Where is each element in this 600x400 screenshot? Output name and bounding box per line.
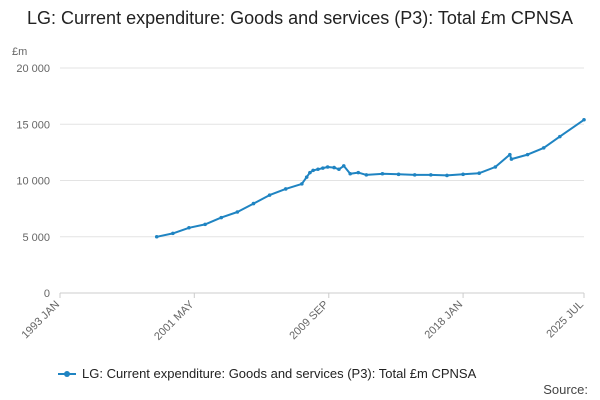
- data-point: [509, 157, 514, 161]
- data-point: [508, 152, 512, 157]
- axes: 0 5 000 10 000 15 000 20 000 1993 JAN 2001 MAY…: [16, 63, 586, 343]
- data-point: [493, 165, 498, 169]
- x-tick-label: 1993 JAN: [19, 299, 62, 342]
- x-tick-label: 2001 MAY: [152, 298, 197, 343]
- data-point: [283, 187, 288, 191]
- y-tick-label: 20 000: [16, 63, 50, 75]
- data-point: [356, 170, 361, 175]
- data-point: [187, 225, 191, 230]
- data-point: [300, 182, 304, 186]
- x-tick-label: 2025 JUL: [544, 299, 586, 341]
- data-point: [219, 215, 224, 220]
- data-point: [251, 201, 256, 206]
- chart-title: LG: Current expenditure: Goods and servi…: [27, 8, 573, 28]
- y-tick-label: 0: [44, 288, 50, 300]
- data-point: [325, 165, 330, 169]
- data-point: [267, 193, 272, 197]
- y-axis-unit-label: £m: [12, 46, 28, 58]
- data-point: [412, 173, 417, 177]
- legend[interactable]: LG: Current expenditure: Goods and servi…: [58, 366, 476, 381]
- y-tick-label: 15 000: [16, 119, 50, 131]
- gridlines: [60, 67, 584, 294]
- source-label: Source:: [543, 382, 588, 397]
- y-tick-label: 5 000: [22, 232, 50, 244]
- data-point: [235, 210, 240, 214]
- data-point: [558, 134, 562, 139]
- series-layer: [154, 117, 586, 239]
- data-point: [477, 171, 482, 175]
- data-point: [311, 168, 315, 173]
- series-line: [156, 118, 585, 238]
- data-point: [525, 152, 530, 157]
- data-point: [304, 175, 309, 179]
- y-tick-label: 10 000: [16, 176, 50, 188]
- data-point: [445, 173, 449, 178]
- data-point: [429, 173, 433, 177]
- x-tick-label: 2009 SEP: [287, 299, 331, 343]
- data-point: [396, 172, 401, 177]
- data-point: [582, 117, 586, 122]
- data-point: [316, 167, 320, 172]
- x-tick-label: 2018 JAN: [423, 299, 466, 342]
- data-point: [332, 165, 336, 170]
- data-point: [348, 171, 353, 176]
- data-point: [461, 172, 465, 177]
- data-point: [364, 173, 369, 177]
- data-point: [154, 234, 159, 239]
- data-point: [337, 167, 341, 172]
- data-point: [308, 170, 312, 175]
- legend-label: LG: Current expenditure: Goods and servi…: [82, 366, 477, 381]
- data-point: [341, 164, 346, 168]
- data-point: [380, 171, 385, 176]
- data-point: [321, 166, 325, 170]
- data-point: [203, 222, 207, 227]
- data-point: [171, 231, 175, 236]
- data-point: [541, 146, 546, 150]
- legend-swatch-icon: [58, 368, 76, 380]
